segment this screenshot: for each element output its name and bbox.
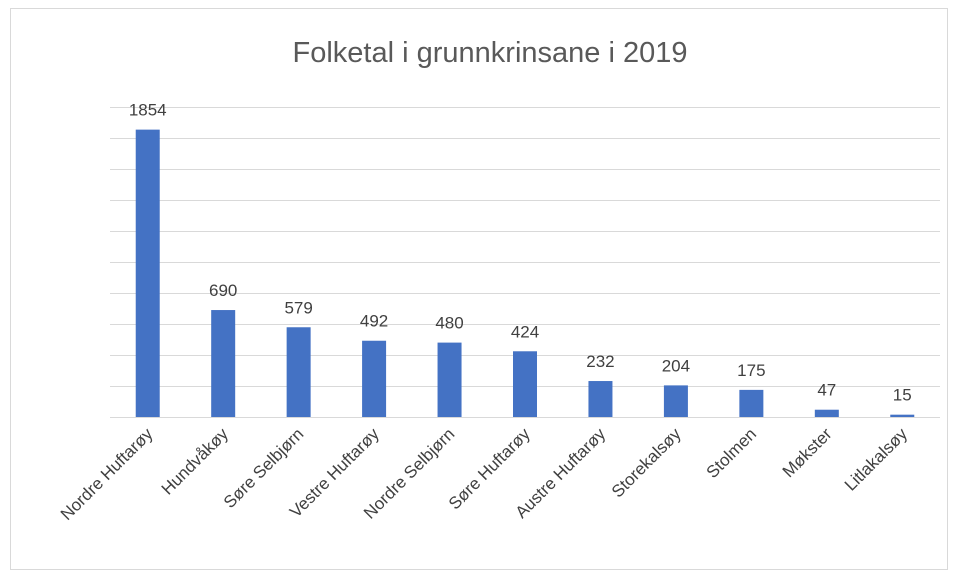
chart-title: Folketal i grunnkrinsane i 2019 <box>293 37 688 69</box>
bar <box>739 389 764 417</box>
value-label: 232 <box>586 352 614 371</box>
bar <box>513 351 537 417</box>
bar <box>362 340 387 417</box>
bar <box>135 129 160 417</box>
value-label: 1854 <box>129 101 167 120</box>
chart-border <box>10 8 948 570</box>
value-label: 579 <box>284 298 312 317</box>
value-label: 204 <box>662 356 690 375</box>
value-label: 175 <box>737 361 765 380</box>
bar <box>663 385 688 417</box>
value-label: 690 <box>209 281 237 300</box>
value-label: 424 <box>511 322 539 341</box>
bar <box>588 381 613 417</box>
value-label: 492 <box>360 312 388 331</box>
value-label: 47 <box>817 381 836 400</box>
value-label: 480 <box>435 314 463 333</box>
bar <box>211 310 236 417</box>
value-label: 15 <box>893 386 912 405</box>
bar <box>437 342 462 417</box>
bar <box>814 409 839 417</box>
bar <box>890 414 915 417</box>
bar <box>286 327 311 417</box>
